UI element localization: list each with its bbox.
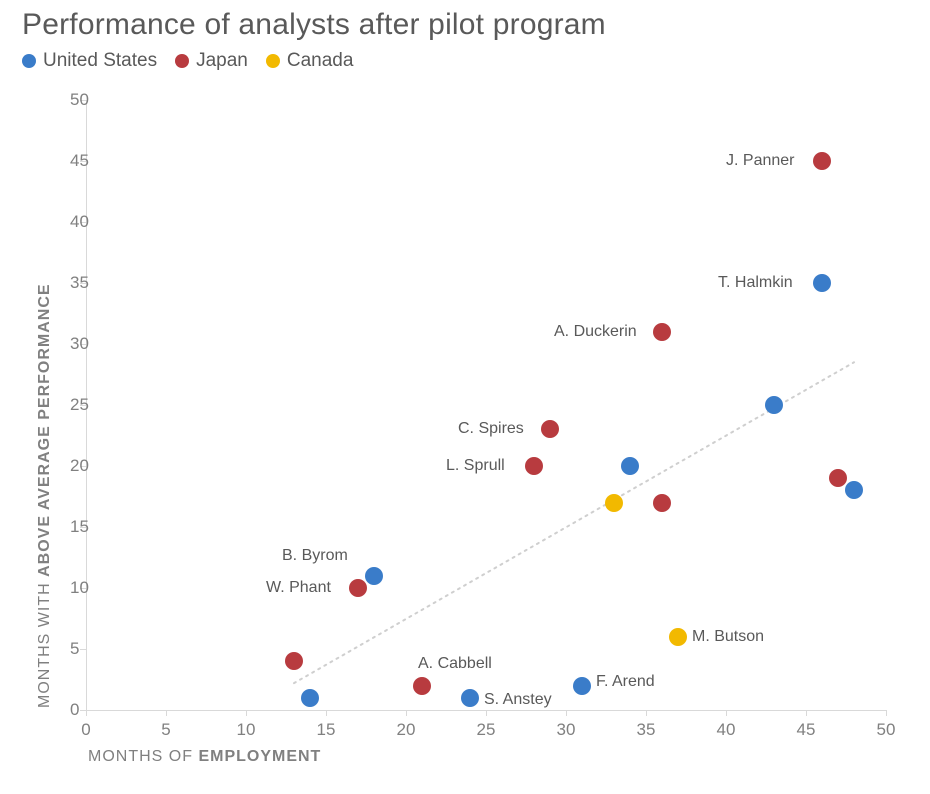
x-tick-label: 25: [477, 720, 496, 740]
data-point: [813, 152, 831, 170]
data-point: [573, 677, 591, 695]
y-axis-title: MONTHS WITH ABOVE AVERAGE PERFORMANCE: [36, 283, 54, 708]
data-point: [301, 689, 319, 707]
x-axis-title: MONTHS OF EMPLOYMENT: [88, 748, 321, 766]
data-point: [541, 420, 559, 438]
legend-item-japan: Japan: [175, 50, 248, 72]
data-point: [461, 689, 479, 707]
data-point-label: A. Cabbell: [418, 655, 492, 673]
x-tick-label: 50: [877, 720, 896, 740]
y-tick-label: 25: [70, 395, 72, 415]
x-tick-label: 15: [317, 720, 336, 740]
x-tick-label: 35: [637, 720, 656, 740]
chart-title: Performance of analysts after pilot prog…: [22, 8, 606, 42]
x-tick: [326, 710, 327, 716]
data-point-label: F. Arend: [596, 673, 655, 691]
y-tick-label: 20: [70, 456, 72, 476]
x-tick: [486, 710, 487, 716]
data-point: [765, 396, 783, 414]
data-point: [413, 677, 431, 695]
data-point: [653, 323, 671, 341]
data-point: [365, 567, 383, 585]
x-tick-label: 30: [557, 720, 576, 740]
legend-dot-icon: [22, 54, 36, 68]
y-tick-label: 45: [70, 151, 72, 171]
data-point: [845, 481, 863, 499]
data-point: [669, 628, 687, 646]
data-point: [653, 494, 671, 512]
plot-area: 0510152025303540455005101520253035404550…: [86, 100, 886, 710]
y-tick-label: 30: [70, 334, 72, 354]
data-point-label: S. Anstey: [484, 691, 552, 709]
data-point: [285, 652, 303, 670]
y-tick-label: 5: [70, 639, 72, 659]
x-tick: [646, 710, 647, 716]
x-tick: [726, 710, 727, 716]
y-tick: [80, 710, 86, 711]
y-tick: [80, 649, 86, 650]
data-point-label: T. Halmkin: [718, 274, 793, 292]
legend-item-us: United States: [22, 50, 157, 72]
x-tick-label: 10: [237, 720, 256, 740]
data-point-label: W. Phant: [266, 579, 331, 597]
data-point: [813, 274, 831, 292]
legend-item-canada: Canada: [266, 50, 354, 72]
data-point-label: C. Spires: [458, 420, 524, 438]
data-point-label: J. Panner: [726, 152, 794, 170]
x-tick-label: 45: [797, 720, 816, 740]
x-tick: [806, 710, 807, 716]
y-tick-label: 0: [70, 700, 72, 720]
legend-label: Canada: [287, 50, 354, 72]
data-point: [525, 457, 543, 475]
data-point-label: M. Butson: [692, 628, 764, 646]
y-tick-label: 35: [70, 273, 72, 293]
x-tick: [246, 710, 247, 716]
x-tick: [86, 710, 87, 716]
data-point-label: L. Sprull: [446, 457, 505, 475]
scatter-chart: Performance of analysts after pilot prog…: [0, 0, 930, 794]
legend-dot-icon: [175, 54, 189, 68]
y-tick-label: 40: [70, 212, 72, 232]
y-tick-label: 15: [70, 517, 72, 537]
legend-dot-icon: [266, 54, 280, 68]
data-point: [621, 457, 639, 475]
x-tick-label: 5: [161, 720, 170, 740]
x-tick: [406, 710, 407, 716]
y-tick-label: 10: [70, 578, 72, 598]
legend: United States Japan Canada: [22, 50, 353, 72]
x-tick: [886, 710, 887, 716]
data-point: [829, 469, 847, 487]
data-point: [349, 579, 367, 597]
data-point-label: B. Byrom: [282, 547, 348, 565]
data-point-label: A. Duckerin: [554, 323, 637, 341]
x-tick: [566, 710, 567, 716]
legend-label: United States: [43, 50, 157, 72]
legend-label: Japan: [196, 50, 248, 72]
x-tick: [166, 710, 167, 716]
data-point: [605, 494, 623, 512]
x-tick-label: 20: [397, 720, 416, 740]
y-tick-label: 50: [70, 90, 72, 110]
x-tick-label: 0: [81, 720, 90, 740]
x-tick-label: 40: [717, 720, 736, 740]
